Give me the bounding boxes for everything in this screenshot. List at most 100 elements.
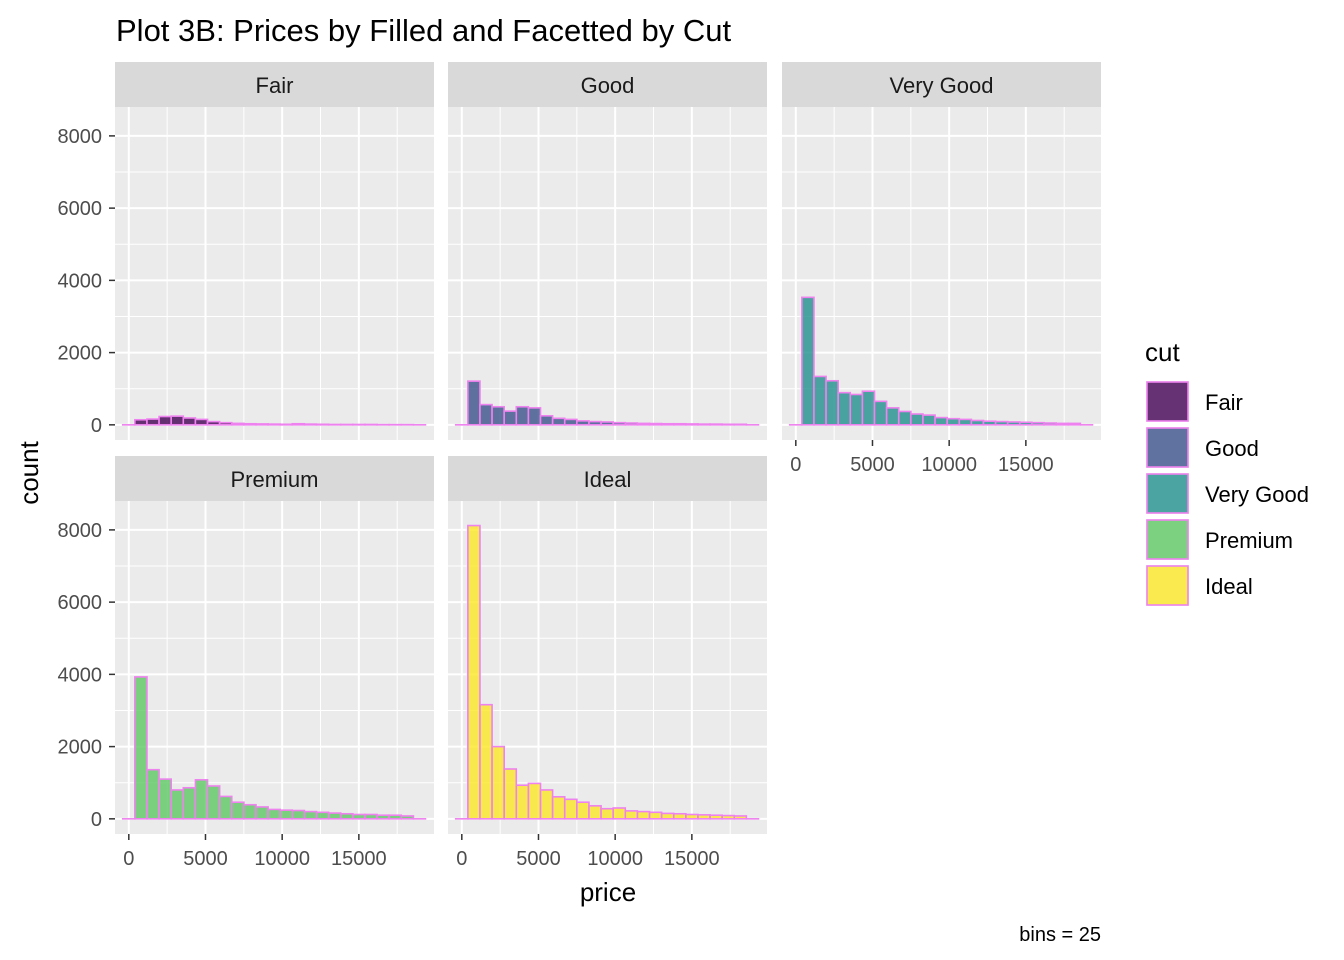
bar-very-good-bin-16: [970, 419, 985, 426]
bar-fair-bin-17: [315, 423, 330, 426]
bar-ideal-bin-7: [527, 782, 542, 820]
bar-good-bin-19: [672, 422, 687, 426]
bar-very-good-bin-23: [1055, 422, 1070, 426]
bars-ideal: [454, 524, 760, 820]
x-axis-title: price: [580, 877, 636, 907]
x-tick-label: 15000: [664, 848, 720, 870]
bar-premium-bin-15: [291, 809, 306, 820]
bar-ideal-bin-4: [491, 745, 505, 820]
bars-very-good: [788, 296, 1094, 426]
bar-fair-bin-10: [230, 422, 245, 426]
bar-good-bin-22: [709, 423, 723, 426]
bar-premium-bin-17: [315, 811, 330, 820]
bar-premium-bin-5: [170, 789, 185, 820]
bar-premium-bin-19: [339, 812, 354, 820]
bar-premium-bin-3: [146, 768, 160, 820]
bar-good-bin-5: [503, 410, 518, 426]
x-axis-premium: 0 5000 10000 15000: [123, 834, 387, 870]
legend-label-good: Good: [1205, 436, 1259, 461]
bar-ideal-bin-9: [551, 795, 566, 820]
x-tick-label: 10000: [921, 454, 977, 476]
bar-fair-bin-2: [134, 418, 148, 426]
bar-ideal-bin-3: [479, 703, 493, 820]
bars-premium: [121, 676, 427, 820]
bar-ideal-bin-14: [612, 807, 627, 820]
strip-label-fair: Fair: [256, 73, 294, 98]
bars-good: [454, 380, 760, 426]
facet-panels: Fair 0 2000 4000 6000 8000 Good Very Good 0 5000 1…: [58, 62, 1101, 870]
strip-fair: [115, 62, 434, 107]
bar-premium-bin-13: [267, 808, 281, 820]
bar-premium-bin-22: [376, 814, 390, 820]
bar-very-good-bin-14: [946, 417, 961, 426]
bar-very-good-bin-22: [1043, 422, 1057, 426]
bar-fair-bin-9: [218, 421, 233, 426]
chart-title: Plot 3B: Prices by Filled and Facetted b…: [116, 13, 732, 48]
bar-very-good-bin-13: [934, 416, 948, 426]
bar-very-good-bin-3: [813, 375, 827, 426]
bar-very-good-bin-4: [825, 379, 839, 426]
y-tick-label: 4000: [58, 270, 103, 292]
bar-fair-bin-8: [206, 420, 221, 426]
y-tick-label: 4000: [58, 664, 103, 686]
x-tick-label: 15000: [331, 848, 387, 870]
legend-swatch-good: [1146, 427, 1189, 468]
chart-caption: bins = 25: [1019, 924, 1101, 946]
bar-very-good-bin-17: [982, 420, 997, 426]
bar-very-good-bin-15: [958, 418, 973, 426]
strip-ideal: [448, 456, 767, 501]
x-tick-label: 5000: [183, 848, 228, 870]
strip-label-premium: Premium: [230, 467, 318, 492]
bar-premium-bin-24: [400, 815, 415, 820]
facet-fair: Fair 0 2000 4000 6000 8000: [58, 62, 434, 440]
panel-background-fair: [115, 107, 434, 440]
legend-item-ideal: Ideal: [1146, 565, 1253, 606]
bar-good-bin-13: [600, 421, 614, 426]
legend-item-good: Good: [1146, 427, 1259, 468]
bars-fair: [121, 415, 427, 426]
bar-ideal-bin-11: [576, 801, 590, 820]
bar-very-good-bin-19: [1006, 421, 1021, 426]
bar-good-bin-2: [467, 380, 481, 426]
bar-good-bin-20: [685, 423, 699, 426]
bar-very-good-bin-7: [861, 390, 876, 426]
bar-fair-bin-4: [158, 415, 172, 426]
strip-label-very-good: Very Good: [890, 73, 994, 98]
y-tick-label: 6000: [58, 592, 103, 614]
bar-good-bin-21: [697, 423, 711, 426]
x-tick-label: 15000: [998, 454, 1054, 476]
x-tick-label: 10000: [254, 848, 310, 870]
bar-fair-bin-5: [170, 415, 185, 426]
bar-very-good-bin-6: [849, 393, 864, 426]
legend-item-very-good: Very Good: [1146, 473, 1309, 514]
bar-good-bin-8: [539, 415, 554, 426]
y-tick-label: 8000: [58, 520, 103, 542]
y-axis-premium: 0 2000 4000 6000 8000: [58, 520, 115, 831]
bar-very-good-bin-18: [994, 420, 1009, 426]
bar-very-good-bin-2: [801, 296, 815, 426]
facet-ideal: Ideal 0 5000 10000 15000: [448, 456, 767, 870]
bar-premium-bin-16: [303, 810, 318, 820]
bar-good-bin-10: [563, 418, 578, 426]
strip-premium: [115, 456, 434, 501]
bar-good-bin-17: [648, 422, 663, 426]
bar-fair-bin-14: [279, 423, 294, 426]
y-axis-fair: 0 2000 4000 6000 8000: [58, 126, 115, 437]
y-tick-label: 6000: [58, 198, 103, 220]
bar-ideal-bin-10: [563, 798, 578, 820]
legend-swatch-fair: [1146, 381, 1189, 422]
bar-premium-bin-4: [158, 778, 172, 820]
strip-very-good: [782, 62, 1101, 107]
bar-ideal-bin-18: [660, 812, 675, 820]
bar-fair-bin-11: [243, 422, 257, 426]
y-tick-label: 8000: [58, 126, 103, 148]
x-axis-ideal: 0 5000 10000 15000: [456, 834, 720, 870]
bar-premium-bin-9: [218, 795, 233, 820]
bar-premium-bin-21: [364, 813, 378, 820]
bar-fair-bin-6: [182, 417, 197, 426]
bar-premium-bin-18: [327, 812, 342, 820]
x-tick-label: 0: [456, 848, 467, 870]
bar-very-good-bin-11: [910, 413, 924, 426]
legend-swatch-premium: [1146, 519, 1189, 560]
